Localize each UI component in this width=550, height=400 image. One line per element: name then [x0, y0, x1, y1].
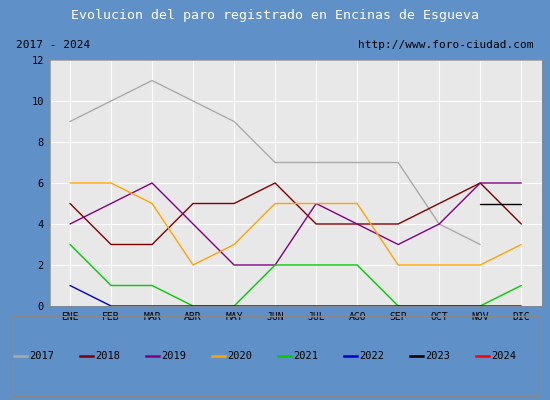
- Text: 2017 - 2024: 2017 - 2024: [16, 40, 91, 50]
- Text: 2020: 2020: [227, 351, 252, 361]
- Text: 2024: 2024: [491, 351, 516, 361]
- Text: 2023: 2023: [425, 351, 450, 361]
- Text: 2021: 2021: [293, 351, 318, 361]
- Text: 2018: 2018: [95, 351, 120, 361]
- Text: 2022: 2022: [359, 351, 384, 361]
- Text: Evolucion del paro registrado en Encinas de Esgueva: Evolucion del paro registrado en Encinas…: [71, 8, 479, 22]
- Text: http://www.foro-ciudad.com: http://www.foro-ciudad.com: [358, 40, 534, 50]
- Text: 2017: 2017: [29, 351, 54, 361]
- Text: 2019: 2019: [161, 351, 186, 361]
